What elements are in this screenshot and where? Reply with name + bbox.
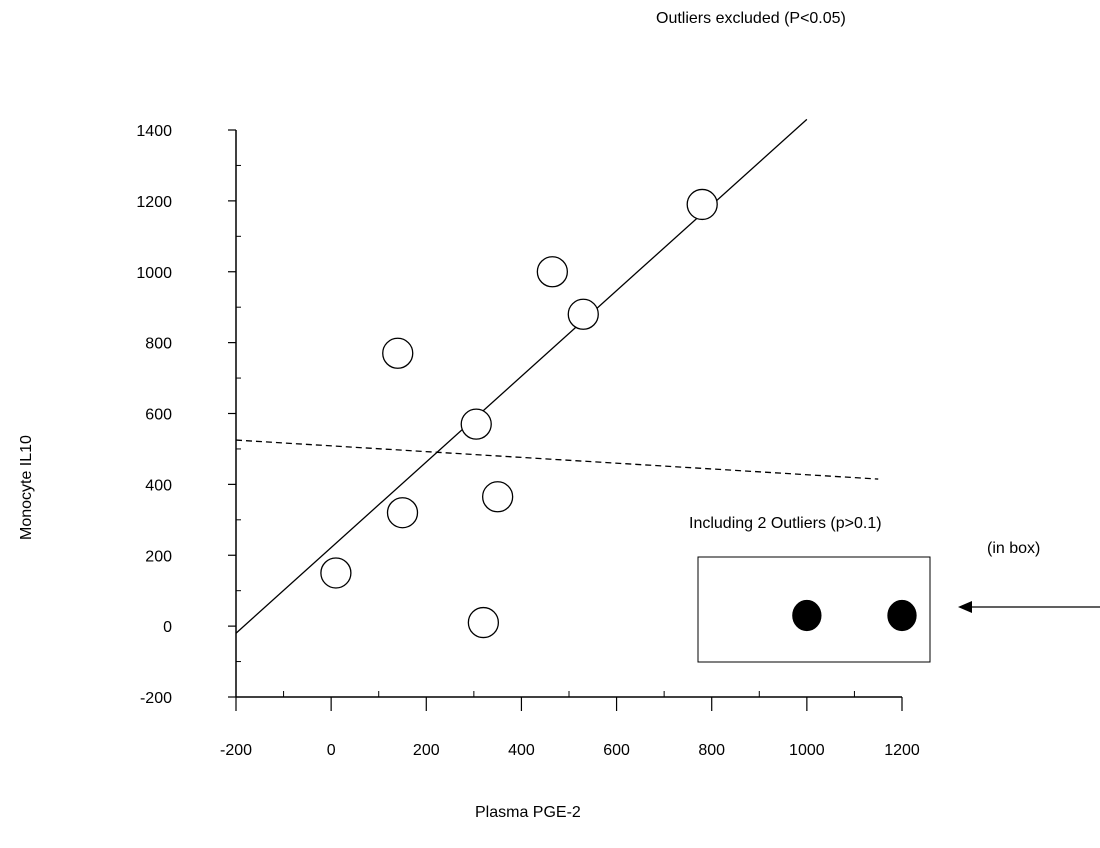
- data-point: [686, 188, 718, 221]
- in-box-label: (in box): [987, 540, 1041, 557]
- including-outliers-label: Including 2 Outliers (p>0.1): [689, 515, 882, 532]
- x-tick-label: -200: [220, 742, 252, 759]
- outliers-excluded-label: Outliers excluded (P<0.05): [656, 10, 846, 27]
- x-tick-label: 200: [413, 742, 440, 759]
- outlier-point: [887, 599, 917, 632]
- y-tick-label: 200: [145, 548, 172, 565]
- x-tick-label: 0: [327, 742, 336, 759]
- y-tick-label: 800: [145, 336, 172, 353]
- x-tick-label: 1200: [884, 742, 920, 759]
- data-point: [320, 557, 352, 589]
- data-point: [386, 497, 419, 529]
- x-tick-label: 600: [603, 742, 630, 759]
- y-tick-label: 1400: [136, 123, 172, 140]
- x-tick-label: 400: [508, 742, 535, 759]
- y-tick-label: 600: [145, 407, 172, 424]
- x-tick-label: 1000: [789, 742, 825, 759]
- y-axis-label: Monocyte IL10: [18, 435, 35, 540]
- dashed-fit-line: [235, 439, 879, 480]
- y-tick-label: 1000: [136, 265, 172, 282]
- data-point: [467, 606, 500, 639]
- y-tick-label: 1200: [136, 194, 172, 211]
- data-point: [536, 256, 568, 288]
- x-tick-label: 800: [698, 742, 725, 759]
- data-point: [481, 481, 514, 513]
- outlier-arrow: [958, 601, 1100, 613]
- solid-fit-line: [235, 118, 808, 634]
- x-axis-ticks: -200 0 200 400 600 800 1000 1200: [220, 691, 920, 759]
- y-tick-label: -200: [140, 690, 172, 707]
- outlier-point: [792, 599, 822, 632]
- data-points: [320, 188, 917, 639]
- x-axis-label: Plasma PGE-2: [475, 804, 581, 821]
- data-point: [567, 298, 599, 330]
- data-point: [382, 337, 414, 369]
- y-tick-label: 0: [163, 619, 172, 636]
- y-axis-ticks: 1400 1200 1000 800 600 400 200 0 -200: [136, 123, 241, 707]
- outlier-box: [697, 556, 931, 663]
- data-point: [460, 408, 492, 440]
- y-tick-label: 400: [145, 477, 172, 494]
- regression-lines: [235, 118, 879, 634]
